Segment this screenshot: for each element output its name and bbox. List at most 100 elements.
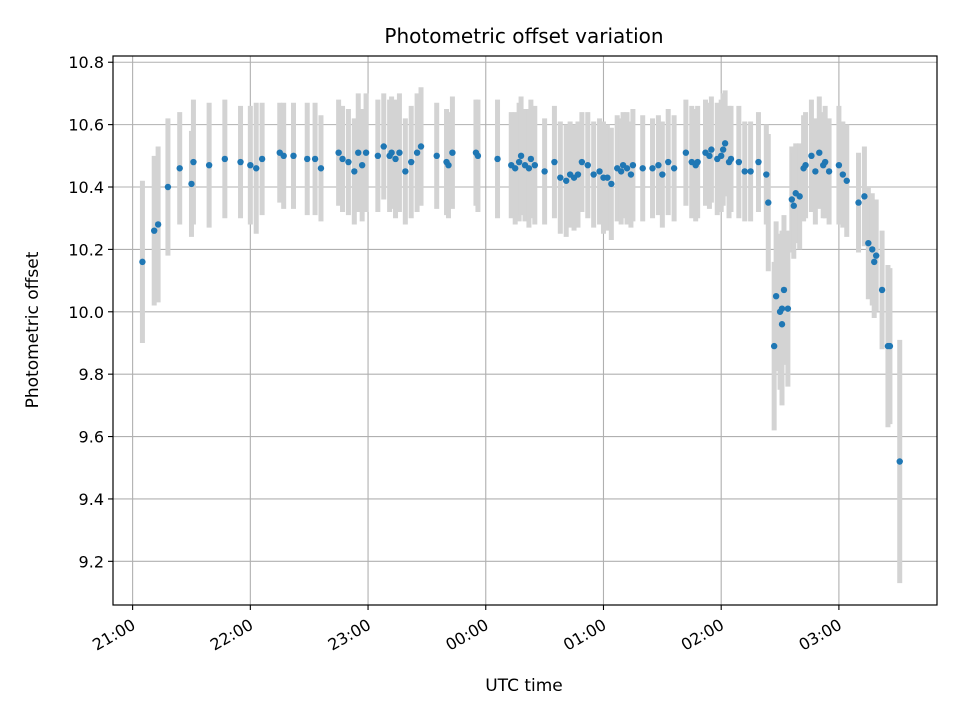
y-axis: 9.2 9.4 9.6 9.8 10.0 10.2 10.4 10.6 10.8 bbox=[68, 53, 113, 571]
data-point bbox=[311, 155, 319, 163]
data-point bbox=[280, 152, 287, 160]
data-point bbox=[258, 155, 266, 163]
y-axis-label: Photometric offset bbox=[23, 251, 43, 408]
data-point bbox=[584, 161, 591, 169]
data-point bbox=[290, 152, 297, 160]
data-point bbox=[780, 286, 788, 294]
data-point bbox=[763, 171, 770, 178]
data-point bbox=[639, 165, 646, 172]
data-point bbox=[869, 246, 876, 253]
data-point bbox=[608, 180, 615, 188]
data-point bbox=[151, 227, 158, 234]
data-point bbox=[511, 165, 519, 172]
y-tick-label: 10.6 bbox=[68, 116, 104, 135]
data-point bbox=[351, 168, 358, 175]
data-point bbox=[304, 155, 311, 163]
data-point bbox=[784, 305, 792, 312]
data-point bbox=[515, 158, 523, 166]
data-point bbox=[812, 168, 819, 175]
data-point bbox=[563, 177, 570, 184]
y-tick-label: 9.2 bbox=[79, 552, 104, 571]
y-tick-label: 9.8 bbox=[79, 365, 104, 384]
data-point bbox=[139, 258, 146, 266]
data-point bbox=[839, 171, 847, 178]
data-point bbox=[735, 158, 743, 166]
y-tick-label: 10.2 bbox=[68, 240, 104, 259]
data-point bbox=[417, 143, 425, 150]
data-point bbox=[747, 168, 754, 175]
data-point bbox=[835, 161, 843, 169]
data-point bbox=[188, 180, 195, 188]
data-point bbox=[392, 155, 399, 163]
data-point bbox=[345, 158, 352, 166]
data-point bbox=[886, 342, 894, 350]
data-point bbox=[221, 155, 229, 163]
y-tick-label: 10.0 bbox=[68, 303, 104, 322]
data-point bbox=[494, 155, 501, 163]
data-point bbox=[525, 165, 533, 172]
data-point bbox=[413, 149, 421, 156]
data-point bbox=[655, 161, 662, 169]
data-point bbox=[808, 152, 815, 160]
data-point bbox=[770, 342, 778, 350]
y-tick-label: 10.8 bbox=[68, 53, 104, 72]
data-point bbox=[388, 149, 395, 156]
data-point bbox=[816, 149, 823, 156]
data-point bbox=[574, 171, 582, 178]
data-point bbox=[190, 158, 197, 166]
data-point bbox=[708, 146, 715, 153]
data-point bbox=[717, 152, 725, 160]
data-point bbox=[843, 177, 850, 184]
data-point bbox=[176, 165, 183, 172]
data-point bbox=[665, 158, 672, 166]
data-point bbox=[362, 149, 370, 156]
data-point bbox=[623, 165, 631, 172]
data-point bbox=[402, 168, 409, 175]
data-point bbox=[721, 140, 729, 147]
data-point bbox=[517, 152, 525, 160]
data-point bbox=[247, 161, 254, 169]
x-axis-label: UTC time bbox=[485, 676, 563, 696]
data-point bbox=[253, 165, 260, 172]
data-point bbox=[474, 152, 482, 160]
data-point bbox=[765, 199, 772, 206]
data-points bbox=[139, 140, 903, 465]
data-point bbox=[796, 193, 803, 200]
data-point bbox=[872, 252, 880, 259]
data-point bbox=[865, 239, 872, 247]
data-point bbox=[433, 152, 440, 160]
data-point bbox=[778, 321, 786, 328]
data-point bbox=[706, 152, 713, 160]
data-point bbox=[896, 458, 903, 465]
data-point bbox=[861, 193, 868, 200]
data-point bbox=[659, 171, 666, 178]
data-point bbox=[445, 161, 452, 169]
data-point bbox=[596, 168, 603, 175]
data-point bbox=[878, 286, 886, 294]
data-point bbox=[727, 155, 735, 163]
data-point bbox=[449, 149, 456, 156]
data-point bbox=[772, 292, 780, 300]
data-point bbox=[205, 161, 213, 169]
data-point bbox=[788, 196, 796, 203]
data-point bbox=[802, 161, 809, 169]
data-point bbox=[755, 158, 762, 166]
data-point bbox=[790, 202, 797, 209]
data-point bbox=[627, 171, 635, 178]
data-point bbox=[380, 143, 387, 150]
data-point bbox=[154, 221, 162, 228]
data-point bbox=[617, 168, 625, 175]
data-point bbox=[825, 168, 833, 175]
data-point bbox=[578, 158, 586, 166]
data-point bbox=[355, 149, 362, 156]
data-point bbox=[531, 161, 539, 169]
data-point bbox=[541, 168, 548, 175]
data-point bbox=[719, 146, 727, 153]
data-point bbox=[527, 155, 535, 163]
y-tick-label: 10.4 bbox=[68, 178, 104, 197]
data-point bbox=[590, 171, 597, 178]
data-point bbox=[164, 183, 172, 191]
data-point bbox=[741, 168, 748, 175]
plot-frame bbox=[112, 55, 938, 606]
